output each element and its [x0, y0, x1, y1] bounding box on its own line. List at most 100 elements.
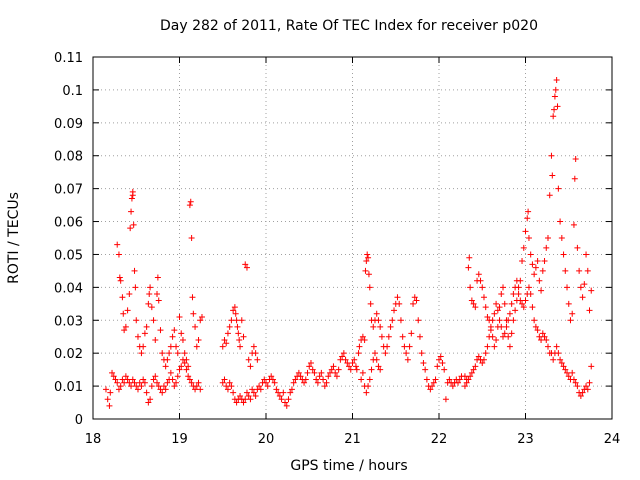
data-point — [250, 343, 257, 350]
data-point — [363, 258, 370, 265]
data-point — [187, 198, 194, 205]
data-point — [465, 376, 472, 383]
data-point — [190, 310, 197, 317]
data-point — [544, 235, 551, 241]
y-axis-label: ROTI / TECUs — [6, 192, 22, 284]
data-point — [114, 379, 121, 386]
data-point — [121, 379, 128, 386]
data-point — [544, 343, 551, 350]
data-point — [415, 317, 422, 324]
data-point — [333, 373, 340, 380]
data-point — [571, 175, 578, 182]
data-point — [361, 337, 368, 344]
data-point — [373, 310, 380, 317]
data-point — [181, 360, 188, 367]
data-point — [169, 376, 176, 383]
data-point — [366, 284, 373, 291]
data-point — [553, 77, 560, 84]
data-point — [408, 330, 415, 337]
data-point — [475, 353, 482, 360]
data-point — [525, 235, 532, 241]
data-point — [576, 267, 583, 274]
data-point — [505, 333, 512, 340]
data-point — [378, 333, 385, 340]
data-point — [501, 330, 508, 337]
data-point — [162, 363, 169, 370]
data-point — [236, 337, 243, 344]
data-point — [193, 383, 200, 390]
data-point — [243, 389, 250, 396]
data-point — [550, 356, 557, 363]
data-point — [466, 254, 473, 261]
data-point — [140, 343, 147, 350]
x-tick-label: 24 — [604, 432, 621, 447]
data-point — [363, 389, 370, 396]
data-point — [472, 363, 479, 370]
data-point — [366, 376, 373, 383]
data-point — [399, 333, 406, 340]
data-point — [368, 366, 375, 373]
data-point — [154, 379, 161, 386]
data-point — [188, 235, 195, 241]
data-point — [321, 383, 328, 390]
data-point — [173, 343, 180, 350]
data-point — [479, 360, 486, 367]
data-point — [470, 300, 477, 307]
y-tick-label: 0.11 — [54, 51, 83, 66]
data-point — [145, 300, 152, 307]
data-point — [167, 343, 174, 350]
data-point — [583, 251, 590, 258]
data-point — [117, 383, 124, 390]
data-point — [115, 386, 122, 393]
data-point — [367, 300, 374, 307]
data-point — [273, 386, 280, 393]
data-point — [525, 208, 532, 215]
data-point — [479, 284, 486, 291]
data-point — [143, 389, 150, 396]
data-point — [230, 307, 237, 314]
data-point — [477, 277, 484, 284]
data-point — [548, 152, 555, 159]
data-point — [121, 327, 128, 334]
data-point — [282, 399, 289, 406]
data-point — [506, 310, 513, 317]
data-point — [347, 366, 354, 373]
data-point — [122, 323, 129, 330]
data-point — [355, 350, 362, 357]
data-point — [449, 383, 456, 390]
data-point — [155, 383, 162, 390]
data-point — [527, 290, 534, 297]
data-point — [192, 386, 199, 393]
data-point — [482, 304, 489, 311]
data-point — [515, 290, 522, 297]
data-point — [486, 333, 493, 340]
data-point — [185, 363, 192, 370]
data-point — [557, 356, 564, 363]
data-point — [176, 313, 183, 320]
data-point — [403, 350, 410, 357]
data-point — [570, 221, 577, 228]
data-point — [484, 343, 491, 350]
data-point — [555, 185, 562, 192]
data-point — [365, 383, 372, 390]
data-point — [370, 323, 377, 330]
y-tick-label: 0.08 — [54, 150, 83, 165]
data-point — [249, 386, 256, 393]
data-point — [171, 383, 178, 390]
data-point — [278, 396, 285, 403]
data-point — [420, 360, 427, 367]
data-point — [224, 386, 231, 393]
data-point — [340, 350, 347, 357]
data-point — [257, 386, 264, 393]
data-point — [242, 396, 249, 403]
data-point — [487, 323, 494, 330]
data-point — [552, 86, 559, 93]
data-point — [157, 327, 164, 334]
data-point — [141, 379, 148, 386]
data-point — [280, 389, 287, 396]
data-point — [104, 396, 111, 403]
data-point — [148, 383, 155, 390]
data-point — [538, 337, 545, 344]
data-point — [436, 356, 442, 363]
data-point — [188, 379, 195, 386]
